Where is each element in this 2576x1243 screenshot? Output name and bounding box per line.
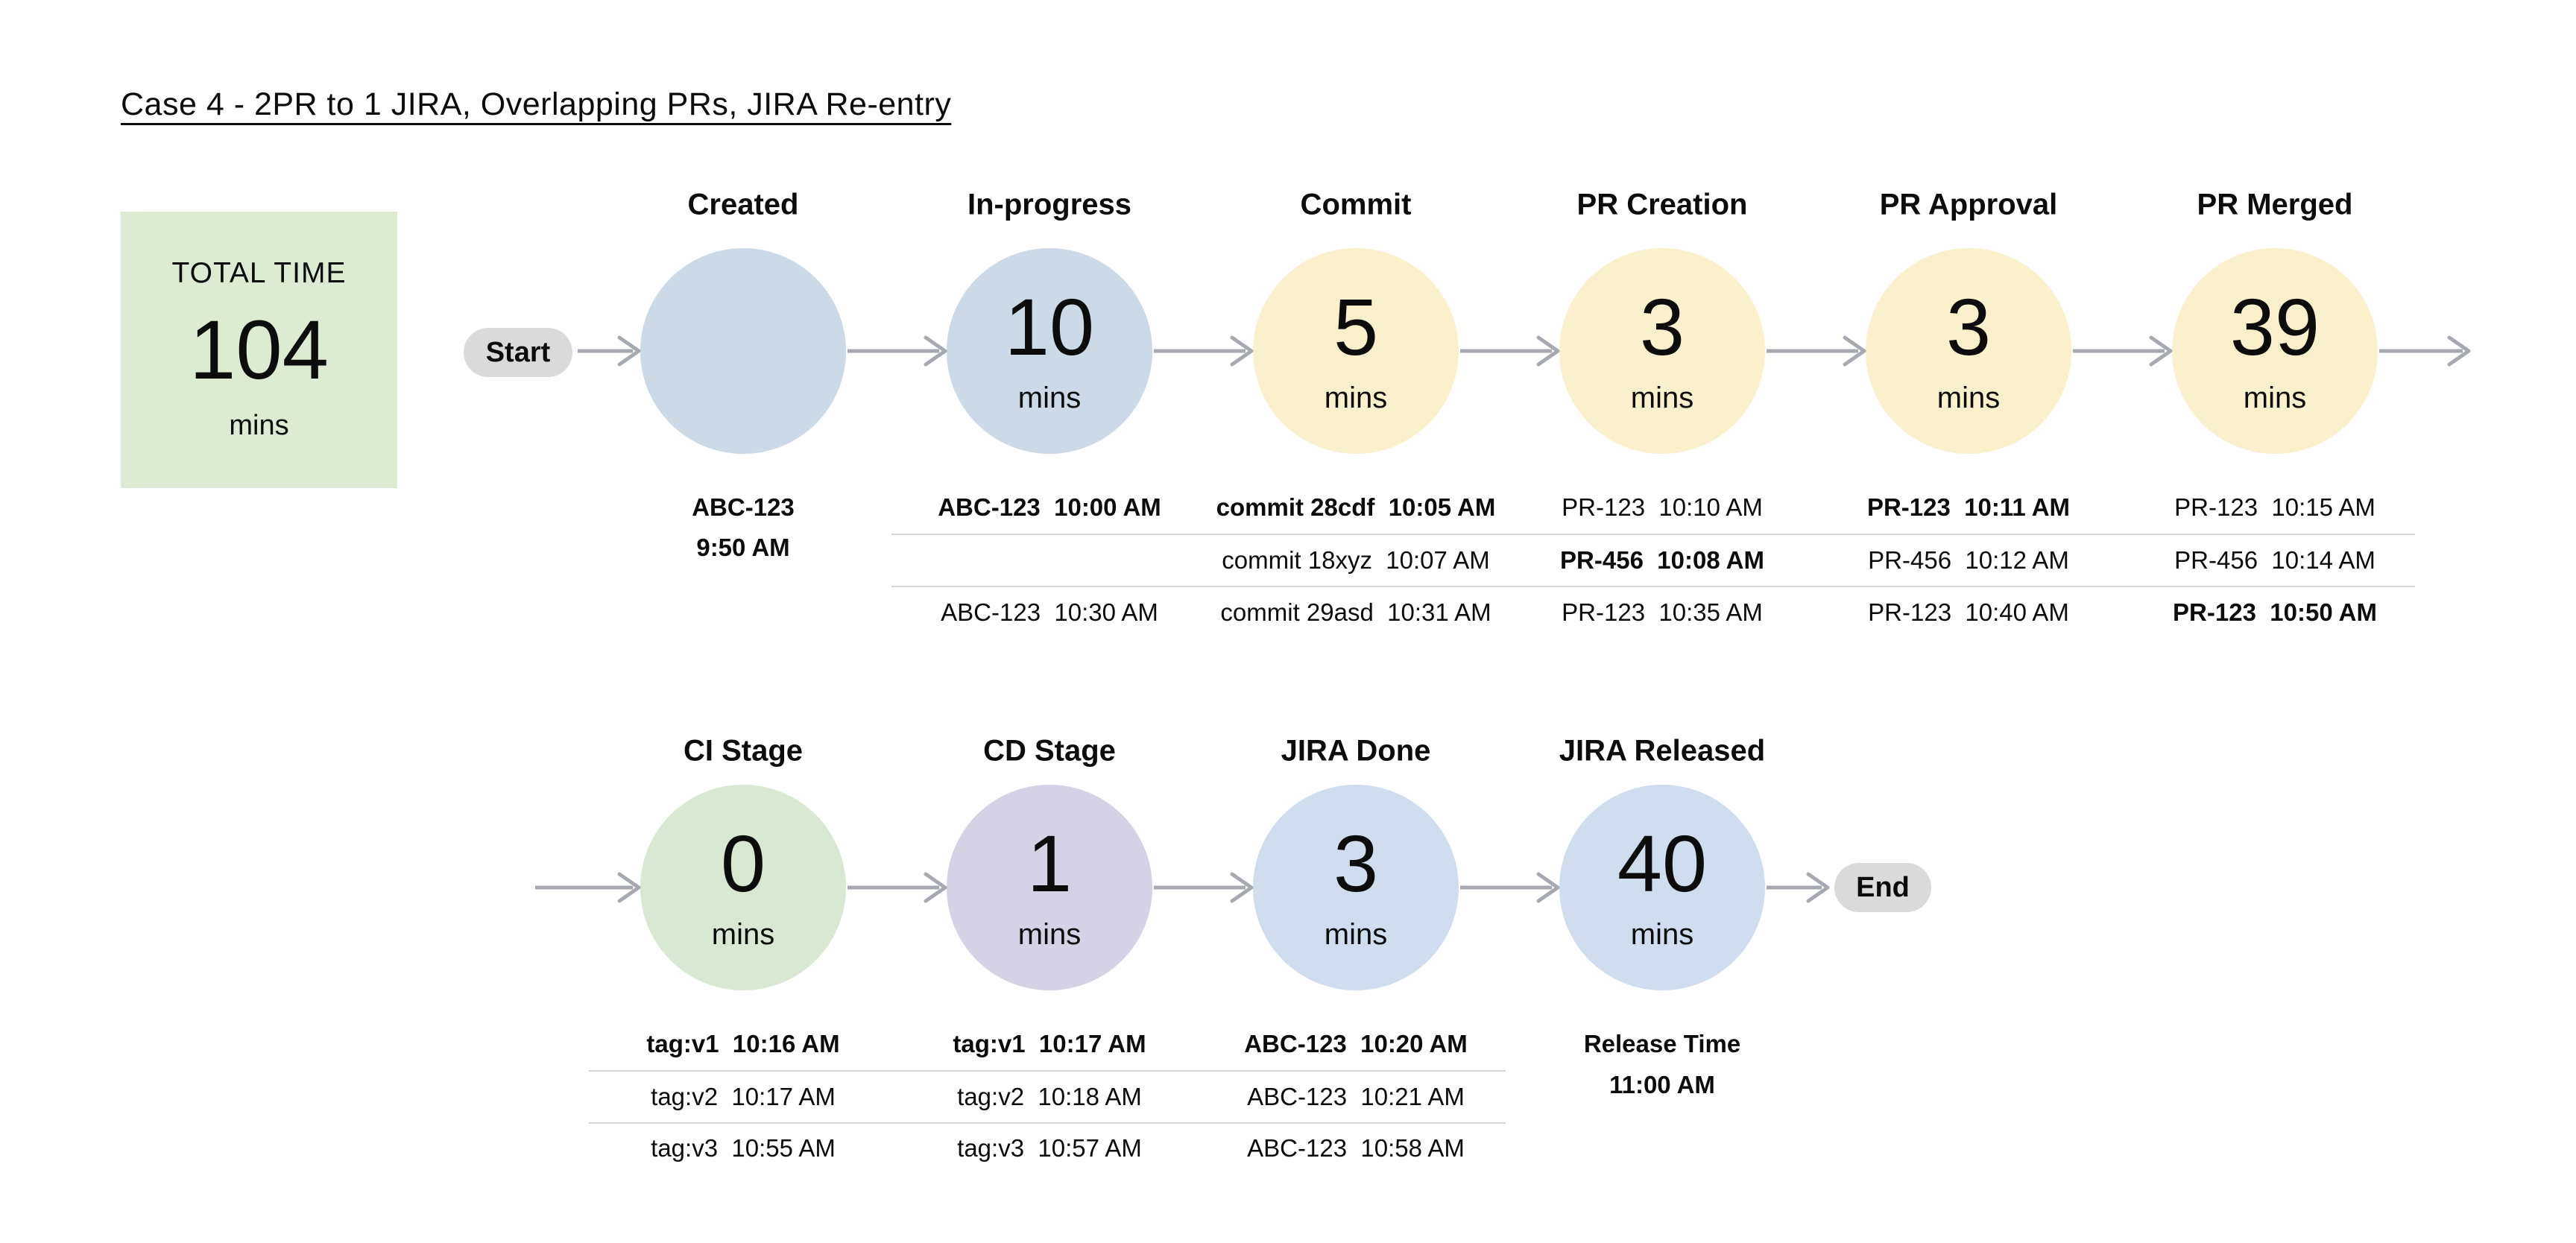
stage-value-jira-released: 40	[1617, 818, 1708, 908]
stage-unit-jira-released: mins	[1630, 918, 1694, 951]
annotation-pr-merged-2: PR-456 10:14 AM	[2174, 546, 2375, 575]
stage-label-created: Created	[687, 188, 799, 221]
annotation-created-2: 9:50 AM	[696, 534, 790, 562]
annotation-jira-done-3: ABC-123 10:58 AM	[1247, 1134, 1465, 1163]
stage-label-jira-released: JIRA Released	[1559, 734, 1766, 768]
page-title: Case 4 - 2PR to 1 JIRA, Overlapping PRs,…	[121, 86, 952, 122]
stage-circle-pr-merged: 39 mins	[2172, 248, 2378, 454]
annotation-pr-merged-1: PR-123 10:15 AM	[2174, 493, 2375, 522]
total-time-label: TOTAL TIME	[171, 257, 347, 290]
annotation-separator	[589, 1070, 1506, 1072]
arrow-head	[1843, 335, 1866, 367]
annotation-ci-stage-2: tag:v2 10:17 AM	[651, 1083, 836, 1111]
stage-value-pr-creation: 3	[1639, 282, 1685, 372]
annotation-pr-approval-3: PR-123 10:40 AM	[1868, 598, 2069, 627]
stage-value-in-progress: 10	[1004, 282, 1095, 372]
stage-label-ci-stage: CI Stage	[683, 734, 804, 768]
annotation-jira-released-2: 11:00 AM	[1609, 1071, 1715, 1099]
stage-value-pr-approval: 3	[1945, 282, 1992, 372]
stage-label-pr-creation: PR Creation	[1576, 188, 1748, 221]
arrow-head	[617, 335, 641, 367]
annotation-ci-stage-1: tag:v1 10:16 AM	[646, 1030, 840, 1058]
stage-circle-commit: 5 mins	[1253, 248, 1459, 454]
annotation-commit-1: commit 28cdf 10:05 AM	[1216, 493, 1496, 522]
arrow-head	[1806, 872, 1830, 903]
annotation-pr-approval-2: PR-456 10:12 AM	[1868, 546, 2069, 575]
end-pill: End	[1834, 863, 1931, 912]
annotation-pr-creation-2: PR-456 10:08 AM	[1560, 546, 1764, 575]
annotation-in-progress-1: ABC-123 10:00 AM	[938, 493, 1161, 522]
annotation-cd-stage-3: tag:v3 10:57 AM	[957, 1134, 1142, 1163]
arrow-head	[617, 872, 641, 903]
annotation-pr-creation-1: PR-123 10:10 AM	[1562, 493, 1763, 522]
annotation-separator	[891, 586, 2415, 587]
annotation-created-1: ABC-123	[692, 493, 795, 522]
stage-value-commit: 5	[1333, 282, 1379, 372]
total-time-unit: mins	[229, 410, 289, 442]
arrow-head	[924, 335, 947, 367]
stage-circle-cd-stage: 1 mins	[947, 785, 1152, 990]
stage-label-in-progress: In-progress	[967, 188, 1132, 221]
stage-unit-cd-stage: mins	[1017, 918, 1082, 951]
start-pill: Start	[464, 328, 572, 377]
annotation-in-progress-3: ABC-123 10:30 AM	[941, 598, 1158, 627]
stage-circle-ci-stage: 0 mins	[640, 785, 846, 990]
stage-unit-pr-creation: mins	[1630, 382, 1694, 414]
arrow-head	[1536, 872, 1560, 903]
stage-unit-in-progress: mins	[1017, 382, 1082, 414]
total-time-box: TOTAL TIME 104 mins	[121, 212, 397, 488]
arrow-head	[1230, 872, 1254, 903]
stage-value-cd-stage: 1	[1026, 818, 1073, 908]
stage-circle-jira-done: 3 mins	[1253, 785, 1459, 990]
arrow-head	[2149, 335, 2173, 367]
stage-value-jira-done: 3	[1333, 818, 1379, 908]
annotation-commit-3: commit 29asd 10:31 AM	[1220, 598, 1491, 627]
arrow-head	[924, 872, 947, 903]
annotation-pr-merged-3: PR-123 10:50 AM	[2173, 598, 2377, 627]
stage-label-jira-done: JIRA Done	[1281, 734, 1431, 768]
stage-circle-in-progress: 10 mins	[947, 248, 1152, 454]
stage-circle-created	[640, 248, 846, 454]
total-time-value: 104	[189, 303, 329, 397]
stage-circle-pr-approval: 3 mins	[1866, 248, 2071, 454]
stage-value-pr-merged: 39	[2229, 282, 2320, 372]
stage-unit-ci-stage: mins	[711, 918, 775, 951]
annotation-commit-2: commit 18xyz 10:07 AM	[1222, 546, 1490, 575]
annotation-cd-stage-2: tag:v2 10:18 AM	[957, 1083, 1142, 1111]
arrow-head	[1536, 335, 1560, 367]
arrow-head	[1230, 335, 1254, 367]
stage-circle-jira-released: 40 mins	[1559, 785, 1765, 990]
stage-label-cd-stage: CD Stage	[983, 734, 1116, 768]
annotation-separator	[589, 1122, 1506, 1124]
stage-unit-pr-approval: mins	[1936, 382, 2001, 414]
stage-unit-commit: mins	[1324, 382, 1388, 414]
annotation-jira-done-1: ABC-123 10:20 AM	[1244, 1030, 1468, 1058]
annotation-jira-done-2: ABC-123 10:21 AM	[1247, 1083, 1465, 1111]
stage-value-ci-stage: 0	[720, 818, 766, 908]
stage-label-pr-approval: PR Approval	[1879, 188, 2058, 221]
annotation-ci-stage-3: tag:v3 10:55 AM	[651, 1134, 836, 1163]
annotation-pr-creation-3: PR-123 10:35 AM	[1562, 598, 1763, 627]
stage-label-commit: Commit	[1300, 188, 1412, 221]
arrow-head	[2447, 335, 2471, 367]
annotation-jira-released-1: Release Time	[1583, 1030, 1741, 1058]
annotation-pr-approval-1: PR-123 10:11 AM	[1866, 493, 2071, 522]
stage-unit-pr-merged: mins	[2243, 382, 2307, 414]
stage-label-pr-merged: PR Merged	[2197, 188, 2353, 221]
stage-unit-jira-done: mins	[1324, 918, 1388, 951]
annotation-separator	[891, 534, 2415, 535]
annotation-cd-stage-1: tag:v1 10:17 AM	[953, 1030, 1146, 1058]
stage-circle-pr-creation: 3 mins	[1559, 248, 1765, 454]
